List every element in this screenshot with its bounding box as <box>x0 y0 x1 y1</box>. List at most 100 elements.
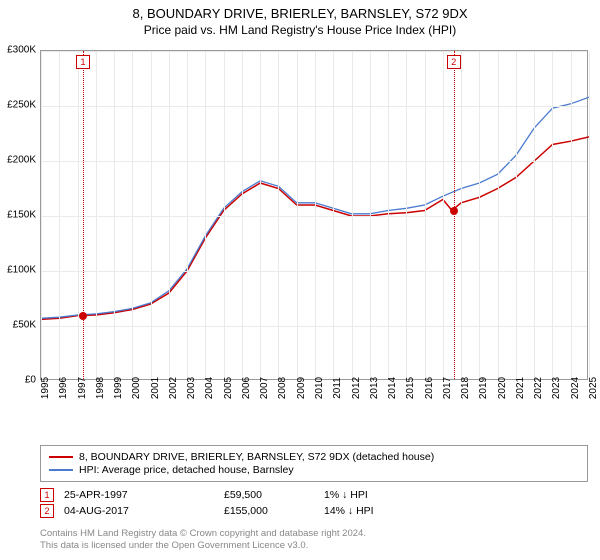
gridline-v <box>96 51 97 379</box>
gridline-v <box>534 51 535 379</box>
marker-box: 1 <box>76 55 90 69</box>
gridline-v <box>151 51 152 379</box>
gridline-v <box>552 51 553 379</box>
gridline-h <box>41 216 587 217</box>
x-axis-label: 2021 <box>515 377 526 399</box>
gridline-v <box>333 51 334 379</box>
marker-box: 2 <box>447 55 461 69</box>
gridline-v <box>169 51 170 379</box>
gridline-v <box>425 51 426 379</box>
gridline-v <box>297 51 298 379</box>
marker-line <box>454 51 455 379</box>
x-axis-label: 2013 <box>369 377 380 399</box>
marker-dot <box>450 207 458 215</box>
y-axis-label: £200K <box>7 155 36 166</box>
legend-item: HPI: Average price, detached house, Barn… <box>49 464 579 476</box>
x-axis-label: 2000 <box>131 377 142 399</box>
marker-line <box>83 51 84 379</box>
gridline-v <box>78 51 79 379</box>
x-axis-label: 2001 <box>150 377 161 399</box>
x-axis-label: 2017 <box>442 377 453 399</box>
gridline-v <box>498 51 499 379</box>
x-axis-label: 2009 <box>296 377 307 399</box>
footer: Contains HM Land Registry data © Crown c… <box>40 528 366 552</box>
data-change: 1% ↓ HPI <box>324 489 424 501</box>
x-axis-label: 2022 <box>533 377 544 399</box>
x-axis-label: 2016 <box>424 377 435 399</box>
legend-item: 8, BOUNDARY DRIVE, BRIERLEY, BARNSLEY, S… <box>49 451 579 463</box>
marker-badge: 1 <box>40 488 54 502</box>
gridline-v <box>406 51 407 379</box>
title: 8, BOUNDARY DRIVE, BRIERLEY, BARNSLEY, S… <box>0 6 600 21</box>
x-axis-label: 2005 <box>223 377 234 399</box>
gridline-v <box>41 51 42 379</box>
x-axis-label: 2002 <box>168 377 179 399</box>
gridline-v <box>260 51 261 379</box>
gridline-v <box>132 51 133 379</box>
footer-line2: This data is licensed under the Open Gov… <box>40 540 366 552</box>
y-axis-label: £250K <box>7 100 36 111</box>
gridline-v <box>479 51 480 379</box>
marker-dot <box>79 312 87 320</box>
footer-line1: Contains HM Land Registry data © Crown c… <box>40 528 366 540</box>
gridline-v <box>205 51 206 379</box>
marker-badge: 2 <box>40 504 54 518</box>
subtitle: Price paid vs. HM Land Registry's House … <box>0 23 600 37</box>
x-axis-label: 2014 <box>387 377 398 399</box>
x-axis-label: 2006 <box>241 377 252 399</box>
data-date: 04-AUG-2017 <box>64 505 214 517</box>
x-axis-label: 2020 <box>497 377 508 399</box>
titles: 8, BOUNDARY DRIVE, BRIERLEY, BARNSLEY, S… <box>0 0 600 37</box>
y-axis-label: £100K <box>7 265 36 276</box>
gridline-v <box>114 51 115 379</box>
y-axis-label: £300K <box>7 45 36 56</box>
data-row: 1 25-APR-1997 £59,500 1% ↓ HPI <box>40 488 588 502</box>
x-axis-label: 2011 <box>332 377 343 399</box>
legend-swatch <box>49 456 73 458</box>
gridline-v <box>516 51 517 379</box>
gridline-h <box>41 51 587 52</box>
gridline-v <box>461 51 462 379</box>
gridline-h <box>41 326 587 327</box>
gridline-v <box>224 51 225 379</box>
data-date: 25-APR-1997 <box>64 489 214 501</box>
y-axis-label: £50K <box>13 320 36 331</box>
y-axis-label: £150K <box>7 210 36 221</box>
x-axis-label: 1999 <box>113 377 124 399</box>
data-change: 14% ↓ HPI <box>324 505 424 517</box>
x-axis-label: 2004 <box>204 377 215 399</box>
data-price: £59,500 <box>224 489 314 501</box>
x-axis-label: 2015 <box>405 377 416 399</box>
data-row: 2 04-AUG-2017 £155,000 14% ↓ HPI <box>40 504 588 518</box>
gridline-v <box>187 51 188 379</box>
gridline-v <box>443 51 444 379</box>
gridline-v <box>315 51 316 379</box>
gridline-v <box>388 51 389 379</box>
x-axis-label: 2019 <box>478 377 489 399</box>
chart-container: 8, BOUNDARY DRIVE, BRIERLEY, BARNSLEY, S… <box>0 0 600 560</box>
x-axis-label: 2012 <box>351 377 362 399</box>
legend-label: HPI: Average price, detached house, Barn… <box>79 464 294 476</box>
gridline-v <box>589 51 590 379</box>
gridline-v <box>278 51 279 379</box>
x-axis-label: 1995 <box>40 377 51 399</box>
data-price: £155,000 <box>224 505 314 517</box>
plot: 12 <box>40 50 588 380</box>
x-axis-label: 2025 <box>588 377 599 399</box>
gridline-v <box>370 51 371 379</box>
chart-area: 12 £0£50K£100K£150K£200K£250K£300K199519… <box>40 50 588 410</box>
legend-swatch <box>49 469 73 471</box>
x-axis-label: 1997 <box>77 377 88 399</box>
data-rows: 1 25-APR-1997 £59,500 1% ↓ HPI 2 04-AUG-… <box>40 486 588 520</box>
x-axis-label: 1998 <box>95 377 106 399</box>
legend-label: 8, BOUNDARY DRIVE, BRIERLEY, BARNSLEY, S… <box>79 451 434 463</box>
legend: 8, BOUNDARY DRIVE, BRIERLEY, BARNSLEY, S… <box>40 445 588 482</box>
gridline-h <box>41 106 587 107</box>
x-axis-label: 2008 <box>277 377 288 399</box>
x-axis-label: 2023 <box>551 377 562 399</box>
gridline-h <box>41 161 587 162</box>
gridline-v <box>59 51 60 379</box>
y-axis-label: £0 <box>25 375 36 386</box>
gridline-v <box>571 51 572 379</box>
x-axis-label: 2024 <box>570 377 581 399</box>
